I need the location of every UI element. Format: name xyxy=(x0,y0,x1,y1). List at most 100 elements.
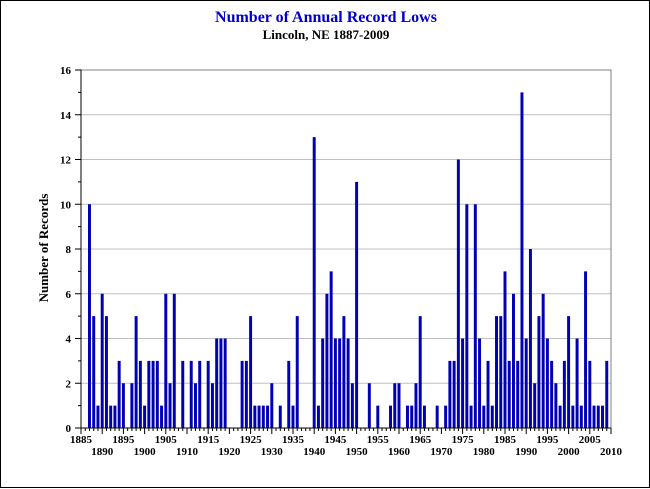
chart-subtitle: Lincoln, NE 1887-2009 xyxy=(263,27,390,42)
x-tick-label: 1900 xyxy=(134,446,157,458)
x-tick-label: 1910 xyxy=(176,446,199,458)
bar xyxy=(601,405,605,428)
bar xyxy=(478,338,482,428)
x-tick-label: 1985 xyxy=(494,434,517,446)
x-tick-label: 1940 xyxy=(303,446,326,458)
bar xyxy=(393,383,397,428)
bar xyxy=(550,360,554,428)
x-tick-label: 1890 xyxy=(91,446,114,458)
bar xyxy=(533,383,537,428)
bar xyxy=(240,360,244,428)
bar xyxy=(198,360,202,428)
bar xyxy=(444,405,448,428)
bar xyxy=(117,360,121,428)
bar xyxy=(121,383,125,428)
bar xyxy=(291,405,295,428)
bar xyxy=(138,360,142,428)
bar xyxy=(321,338,325,428)
y-tick-label: 10 xyxy=(60,199,72,211)
bar xyxy=(422,405,426,428)
bar xyxy=(507,360,511,428)
bar xyxy=(490,405,494,428)
bar xyxy=(104,316,108,428)
bar xyxy=(172,293,176,428)
bar xyxy=(164,293,168,428)
bar xyxy=(151,360,155,428)
bar xyxy=(537,316,541,428)
bar xyxy=(562,360,566,428)
x-tick-label: 2005 xyxy=(579,434,602,446)
bar xyxy=(448,360,452,428)
bar xyxy=(333,338,337,428)
bar xyxy=(189,360,193,428)
y-tick-label: 12 xyxy=(60,155,72,167)
x-tick-label: 1990 xyxy=(515,446,538,458)
bar xyxy=(456,159,460,428)
bar xyxy=(584,271,588,428)
x-tick-label: 1930 xyxy=(261,446,284,458)
bar xyxy=(257,405,261,428)
bar xyxy=(210,383,214,428)
bar xyxy=(376,405,380,428)
bar xyxy=(511,293,515,428)
x-tick-label: 1895 xyxy=(112,434,135,446)
bar xyxy=(495,316,499,428)
bar xyxy=(588,360,592,428)
bar xyxy=(592,405,596,428)
bar xyxy=(473,204,477,428)
bar xyxy=(346,338,350,428)
bar xyxy=(482,405,486,428)
bar xyxy=(435,405,439,428)
bar xyxy=(92,316,96,428)
x-tick-label: 1920 xyxy=(218,446,241,458)
bar xyxy=(499,316,503,428)
bar xyxy=(249,316,253,428)
x-tick-label: 1950 xyxy=(346,446,369,458)
x-tick-label: 1955 xyxy=(367,434,390,446)
bar xyxy=(270,383,274,428)
y-tick-label: 16 xyxy=(60,65,72,77)
x-tick-label: 1960 xyxy=(388,446,411,458)
bar xyxy=(579,405,583,428)
bar xyxy=(96,405,100,428)
y-tick-label: 2 xyxy=(66,378,72,390)
bar xyxy=(350,383,354,428)
bar xyxy=(338,338,342,428)
bar xyxy=(452,360,456,428)
y-tick-label: 4 xyxy=(66,334,72,346)
bar xyxy=(295,316,299,428)
y-axis-label: Number of Records xyxy=(36,194,51,303)
x-tick-label: 1945 xyxy=(324,434,347,446)
bar xyxy=(596,405,600,428)
bar xyxy=(155,360,159,428)
bar xyxy=(541,293,545,428)
x-tick-label: 1975 xyxy=(452,434,475,446)
bar xyxy=(312,137,316,428)
x-tick-labels: 1885 1895 1905 1915 1925 1935 1945 1955 1965 1975… xyxy=(70,434,623,458)
bar xyxy=(342,316,346,428)
bar xyxy=(113,405,117,428)
bar xyxy=(206,360,210,428)
bar xyxy=(316,405,320,428)
bar xyxy=(168,383,172,428)
x-tick-label: 1935 xyxy=(282,434,305,446)
bar xyxy=(575,338,579,428)
x-tick-label: 2000 xyxy=(558,446,581,458)
bar xyxy=(545,338,549,428)
bar xyxy=(528,249,532,428)
bar xyxy=(389,405,393,428)
grid-lines xyxy=(81,69,611,384)
x-tick-label: 1915 xyxy=(197,434,220,446)
y-tick-label: 0 xyxy=(66,423,72,435)
bar xyxy=(134,316,138,428)
bar xyxy=(261,405,265,428)
bar xyxy=(160,405,164,428)
bar xyxy=(567,316,571,428)
bar xyxy=(465,204,469,428)
bar xyxy=(486,360,490,428)
bar xyxy=(469,405,473,428)
bar xyxy=(367,383,371,428)
bar xyxy=(329,271,333,428)
